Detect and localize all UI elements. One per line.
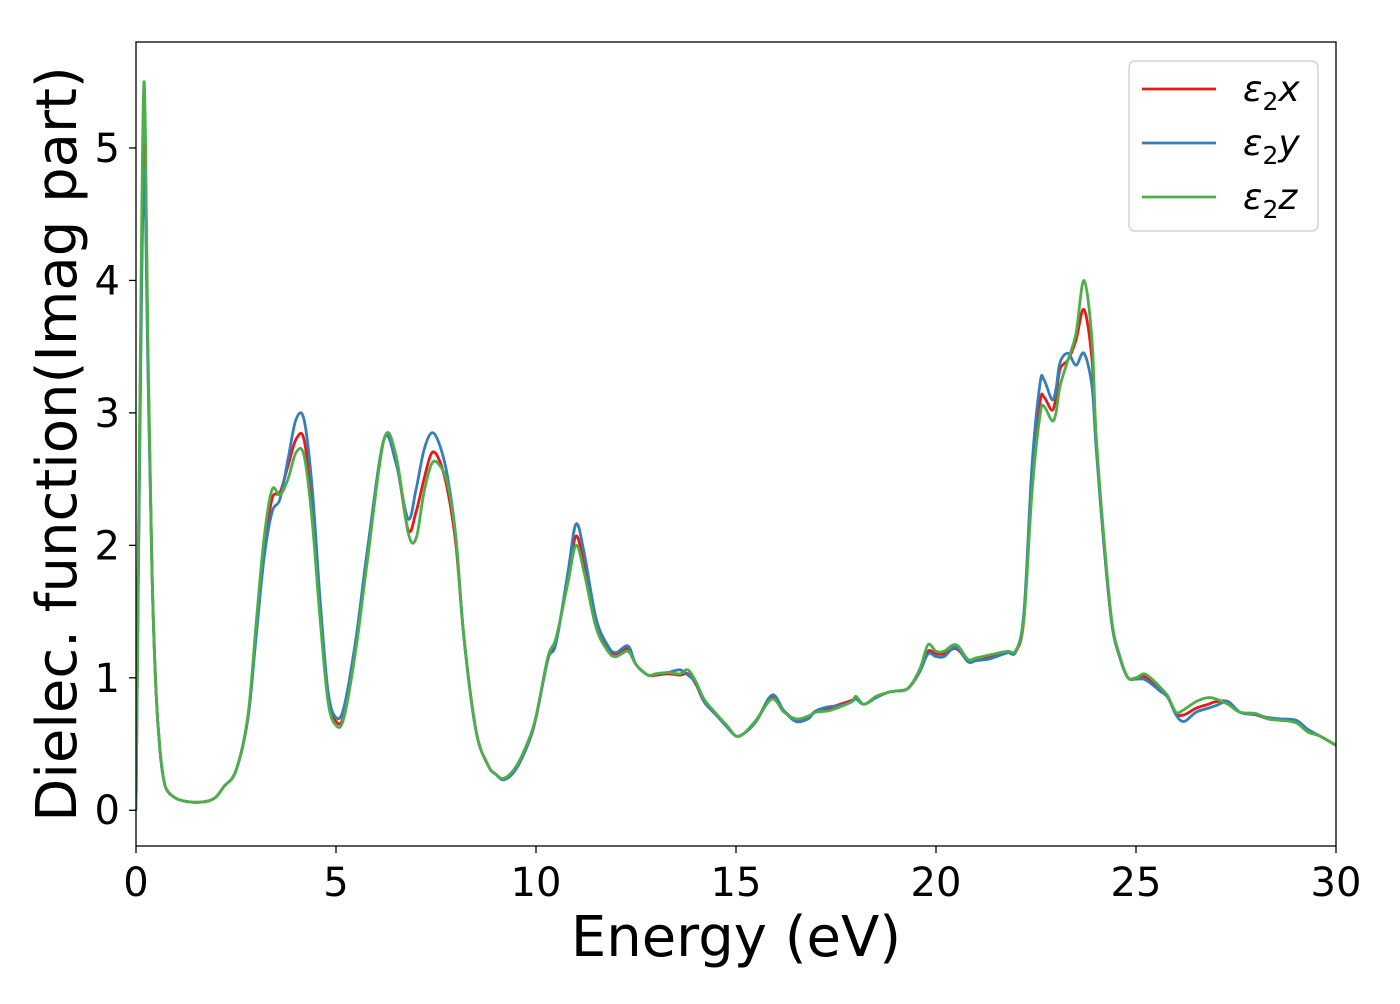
y-tick-label: 3 xyxy=(95,391,120,437)
y-tick-label: 0 xyxy=(95,788,120,834)
x-tick-label: 15 xyxy=(711,860,762,906)
legend-label-z: ε2z xyxy=(1243,177,1298,224)
y-tick-label: 5 xyxy=(95,126,120,172)
x-tick-label: 10 xyxy=(511,860,562,906)
series-line-z xyxy=(136,80,1336,811)
legend-label-x: ε2x xyxy=(1243,69,1300,116)
x-tick-label: 30 xyxy=(1311,860,1362,906)
y-axis-label: Dielec. function(Imag part) xyxy=(25,66,90,822)
x-tick-label: 25 xyxy=(1111,860,1162,906)
x-axis-label: Energy (eV) xyxy=(571,905,901,970)
tick-layer: 0 5 10 15 20 25 30 0 1 2 3 4 5 xyxy=(95,126,1362,906)
y-tick-label: 4 xyxy=(95,258,120,304)
legend: ε2x ε2y ε2z xyxy=(1128,60,1319,232)
legend-label-y: ε2y xyxy=(1243,123,1300,170)
x-tick-label: 5 xyxy=(323,860,348,906)
y-tick-label: 2 xyxy=(95,523,120,569)
x-tick-label: 0 xyxy=(123,860,148,906)
x-tick-label: 20 xyxy=(911,860,962,906)
legend-box xyxy=(1128,60,1319,232)
y-tick-label: 1 xyxy=(95,656,120,702)
series-layer xyxy=(136,80,1336,811)
